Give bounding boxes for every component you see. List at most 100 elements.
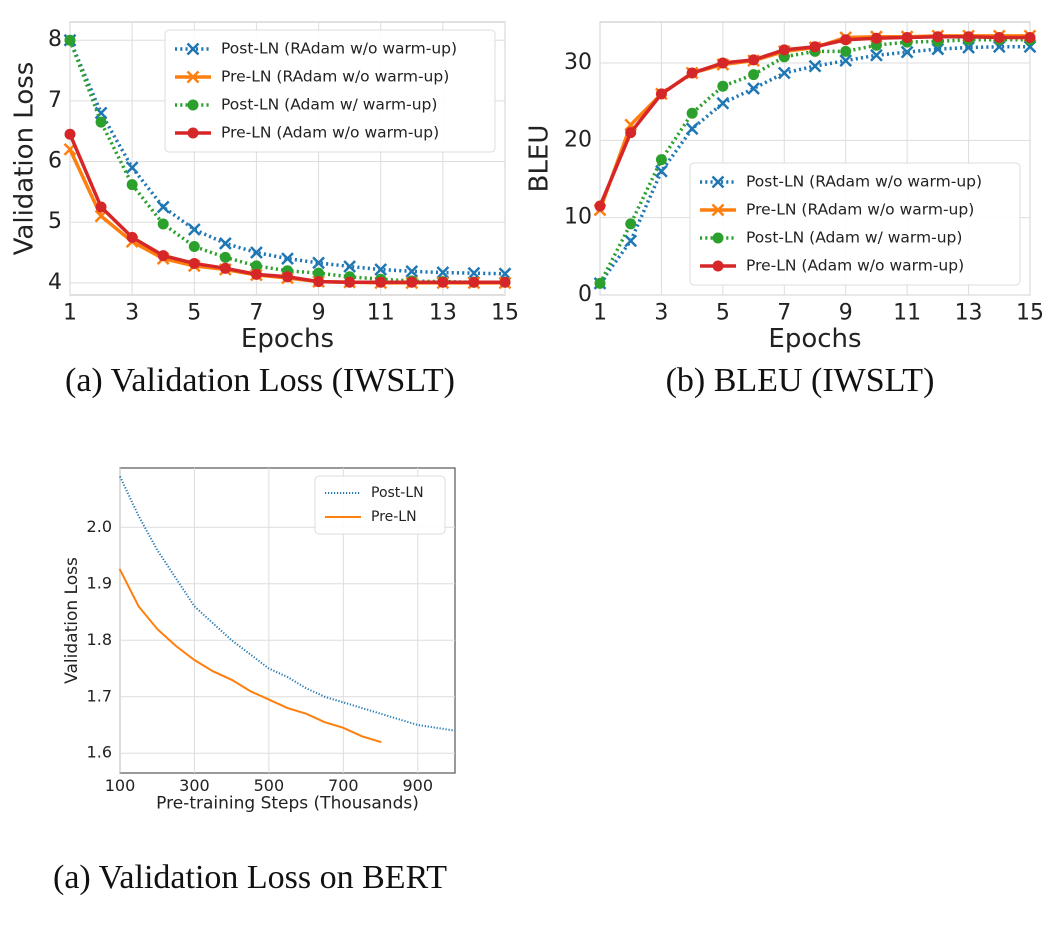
x-tick-label: 11: [367, 301, 395, 326]
marker: [870, 48, 883, 62]
y-tick-label: 1.9: [87, 573, 112, 592]
x-tick-label: 5: [187, 301, 201, 326]
marker: [1024, 31, 1036, 43]
marker: [594, 277, 606, 289]
legend-label: Pre-LN: [371, 509, 417, 525]
marker: [963, 31, 975, 43]
caption: (b) BLEU (IWSLT): [666, 362, 935, 399]
legend-label: Post-LN (RAdam w/o warm-up): [746, 173, 982, 191]
y-tick-label: 20: [564, 127, 592, 152]
legend-marker: [186, 70, 200, 84]
marker: [436, 266, 450, 279]
y-tick-label: 1.7: [87, 686, 112, 705]
x-tick-label: 500: [254, 776, 285, 795]
marker: [624, 234, 638, 248]
marker: [312, 256, 325, 270]
x-axis-label: Epochs: [241, 324, 334, 354]
marker: [125, 161, 139, 174]
x-tick-label: 700: [328, 776, 359, 795]
legend-marker: [712, 260, 724, 272]
x-tick-label: 300: [179, 776, 210, 795]
y-tick-label: 1.8: [87, 630, 112, 649]
legend-label: Post-LN (RAdam w/o warm-up): [221, 40, 457, 58]
legend-label: Pre-LN (RAdam w/o warm-up): [221, 68, 449, 86]
legend-marker: [187, 127, 199, 139]
x-tick-label: 900: [403, 776, 434, 795]
marker: [188, 257, 200, 269]
marker: [405, 264, 419, 278]
marker: [95, 201, 107, 213]
legend-marker: [711, 203, 725, 217]
marker: [716, 96, 730, 110]
marker: [870, 32, 882, 44]
marker: [686, 107, 698, 119]
marker: [64, 34, 76, 46]
marker: [250, 260, 262, 272]
marker: [282, 271, 293, 283]
legend-marker: [186, 42, 200, 56]
y-axis-label: BLEU: [525, 125, 555, 193]
marker: [778, 44, 790, 56]
marker: [313, 276, 325, 288]
marker: [219, 251, 231, 263]
y-tick-label: 4: [48, 270, 62, 295]
marker: [95, 116, 107, 128]
legend-label: Pre-LN (RAdam w/o warm-up): [746, 201, 974, 219]
series-line: [68, 39, 506, 276]
x-tick-label: 1: [593, 301, 607, 326]
x-tick-label: 11: [893, 301, 921, 326]
legend-box: [314, 475, 446, 535]
marker: [717, 57, 729, 69]
marker: [499, 276, 511, 288]
marker: [126, 179, 138, 191]
series-line: [119, 568, 382, 743]
y-tick-label: 6: [48, 149, 62, 174]
y-tick-label: 30: [564, 50, 592, 75]
x-tick-label: 9: [839, 301, 853, 326]
marker: [655, 164, 668, 178]
marker: [406, 276, 418, 288]
marker: [219, 262, 231, 274]
marker: [157, 250, 169, 262]
y-tick-label: 2.0: [87, 517, 112, 536]
marker: [281, 252, 294, 265]
marker: [467, 266, 481, 280]
marker: [655, 88, 667, 100]
x-tick-label: 13: [429, 301, 457, 326]
marker: [900, 45, 914, 59]
marker: [64, 128, 76, 140]
y-axis-label: Validation Loss: [10, 62, 40, 256]
marker: [625, 218, 637, 230]
x-tick-label: 3: [125, 301, 139, 326]
marker: [901, 31, 913, 43]
marker: [250, 246, 263, 259]
marker: [437, 276, 449, 288]
marker: [840, 34, 852, 46]
marker: [250, 268, 262, 280]
x-tick-label: 5: [716, 301, 730, 326]
legend-marker: [712, 232, 724, 244]
x-tick-label: 1: [63, 301, 77, 326]
x-tick-label: 15: [1016, 301, 1044, 326]
marker: [685, 122, 699, 136]
y-tick-label: 8: [48, 27, 62, 52]
marker: [747, 82, 760, 95]
marker: [717, 80, 729, 92]
marker: [468, 276, 480, 288]
x-tick-label: 3: [654, 301, 668, 326]
legend-label: Pre-LN (Adam w/o warm-up): [221, 124, 439, 142]
legend-marker: [711, 175, 725, 189]
marker: [993, 31, 1005, 43]
y-tick-label: 10: [564, 205, 592, 230]
legend-label: Post-LN (Adam w/ warm-up): [221, 96, 437, 114]
marker: [594, 200, 606, 212]
series-line: [119, 476, 456, 732]
marker: [187, 223, 201, 236]
x-tick-label: 7: [777, 301, 791, 326]
marker: [809, 41, 821, 53]
marker: [344, 276, 356, 288]
x-tick-label: 100: [105, 776, 136, 795]
marker: [188, 240, 200, 252]
x-tick-label: 13: [955, 301, 983, 326]
